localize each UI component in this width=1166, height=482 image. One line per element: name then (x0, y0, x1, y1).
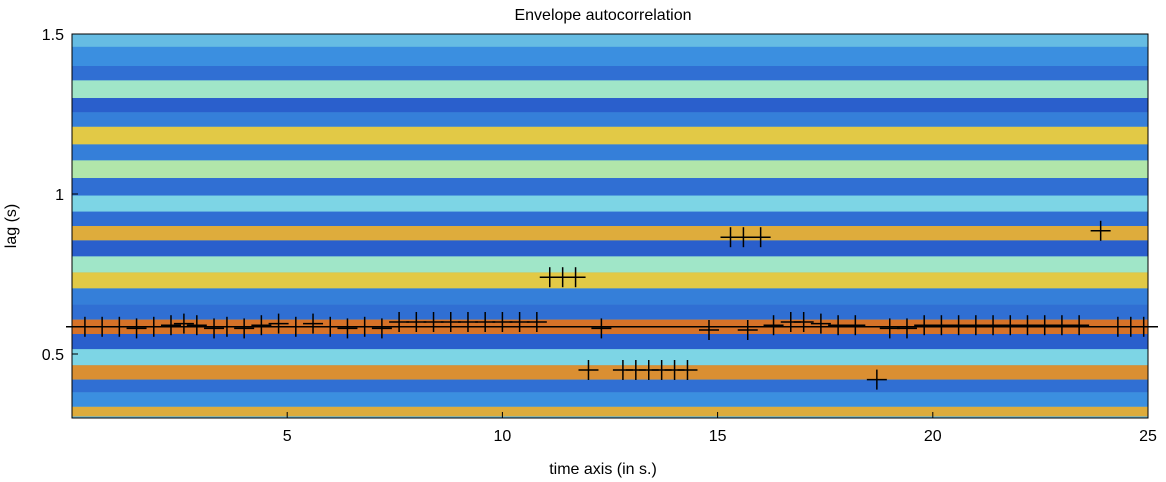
x-tick-label: 5 (283, 428, 292, 445)
peak-marker (285, 316, 306, 337)
heatmap-band (72, 365, 1148, 380)
peak-marker (914, 315, 935, 336)
peak-marker (92, 316, 113, 337)
peak-marker (1133, 316, 1154, 337)
heatmap-band (72, 349, 1148, 366)
peak-marker (879, 318, 900, 339)
peak-marker (1000, 315, 1021, 336)
peak-marker (509, 312, 530, 332)
peak-marker (186, 315, 207, 336)
heatmap-band (72, 178, 1148, 196)
y-tick-label: 1.5 (42, 27, 64, 44)
peak-marker (983, 315, 1004, 336)
peak-marker (268, 313, 289, 334)
peak-marker (763, 315, 784, 336)
heatmap-band (72, 392, 1148, 407)
peak-marker (1017, 315, 1038, 336)
peak-marker (526, 312, 547, 332)
heatmap-band (72, 240, 1148, 257)
y-tick-label: 0.5 (42, 347, 64, 364)
y-tick-label: 1 (55, 187, 64, 204)
peak-marker (406, 312, 427, 332)
peak-marker (337, 318, 358, 339)
peak-marker (303, 313, 324, 334)
peak-marker (845, 315, 866, 336)
heatmap-band (72, 272, 1148, 289)
peak-marker (216, 316, 237, 337)
plot-frame (71, 33, 1149, 419)
peak-marker (1034, 315, 1055, 336)
x-axis-label: time axis (in s.) (549, 461, 657, 478)
heatmap-band (72, 304, 1148, 320)
heatmap-band (72, 195, 1148, 212)
heatmap-band (72, 80, 1148, 98)
heatmap-band (72, 379, 1148, 393)
peak-marker (733, 227, 754, 248)
peak-marker (423, 312, 444, 332)
peak-marker (965, 315, 986, 336)
heatmap-band (72, 46, 1148, 66)
heatmap-band (72, 256, 1148, 273)
peak-marker (793, 312, 814, 332)
peak-marker (866, 369, 887, 390)
peak-marker (320, 316, 341, 337)
peak-marker (931, 315, 952, 336)
peak-marker (204, 318, 225, 339)
peak-marker (389, 312, 410, 332)
peak-marker (475, 312, 496, 332)
y-axis: 0.5 1 1.5 (42, 27, 78, 364)
chart-title: Envelope autocorrelation (514, 7, 691, 24)
x-tick-label: 20 (924, 428, 942, 445)
peak-marker (371, 318, 392, 339)
peak-marker (234, 318, 255, 339)
peak-marker (677, 360, 698, 380)
heatmap-band (72, 98, 1148, 113)
peak-marker (1069, 315, 1090, 336)
heatmap-band (72, 406, 1148, 417)
peak-marker (126, 318, 147, 339)
heatmap-band (72, 160, 1148, 178)
heatmap-band (72, 126, 1148, 145)
peak-marker (565, 267, 586, 288)
x-axis: 5 10 15 20 25 (283, 412, 1157, 445)
peak-marker (109, 316, 130, 337)
peak-marker (354, 316, 375, 337)
y-axis-label: lag (s) (3, 204, 20, 248)
peak-marker (173, 313, 194, 334)
peak-marker (737, 320, 758, 340)
peak-marker (578, 360, 599, 380)
peak-marker (160, 315, 181, 336)
x-tick-label: 10 (494, 428, 512, 445)
peak-marker (896, 318, 917, 339)
peak-marker (828, 315, 849, 336)
x-tick-label: 25 (1139, 428, 1157, 445)
peak-marker (750, 227, 771, 248)
peak-marker (591, 318, 612, 339)
peak-marker (74, 316, 95, 337)
peak-marker (492, 312, 513, 332)
heatmap-band (72, 334, 1148, 350)
heatmap-band (72, 112, 1148, 127)
x-tick-label: 15 (709, 428, 727, 445)
heatmap-band (72, 226, 1148, 241)
peak-marker (457, 312, 478, 332)
peak-marker (143, 316, 164, 337)
heatmap-band (72, 288, 1148, 305)
peak-marker (251, 315, 272, 336)
heatmap-area (72, 34, 1148, 418)
peak-marker (440, 312, 461, 332)
peak-marker (1051, 315, 1072, 336)
peak-marker (698, 320, 719, 340)
heatmap-band (72, 66, 1148, 81)
peak-marker (948, 315, 969, 336)
peak-marker (810, 313, 831, 334)
peak-marker (1090, 220, 1111, 241)
heatmap-band (72, 211, 1148, 226)
heatmap-band (72, 144, 1148, 161)
peak-markers (66, 220, 1158, 390)
